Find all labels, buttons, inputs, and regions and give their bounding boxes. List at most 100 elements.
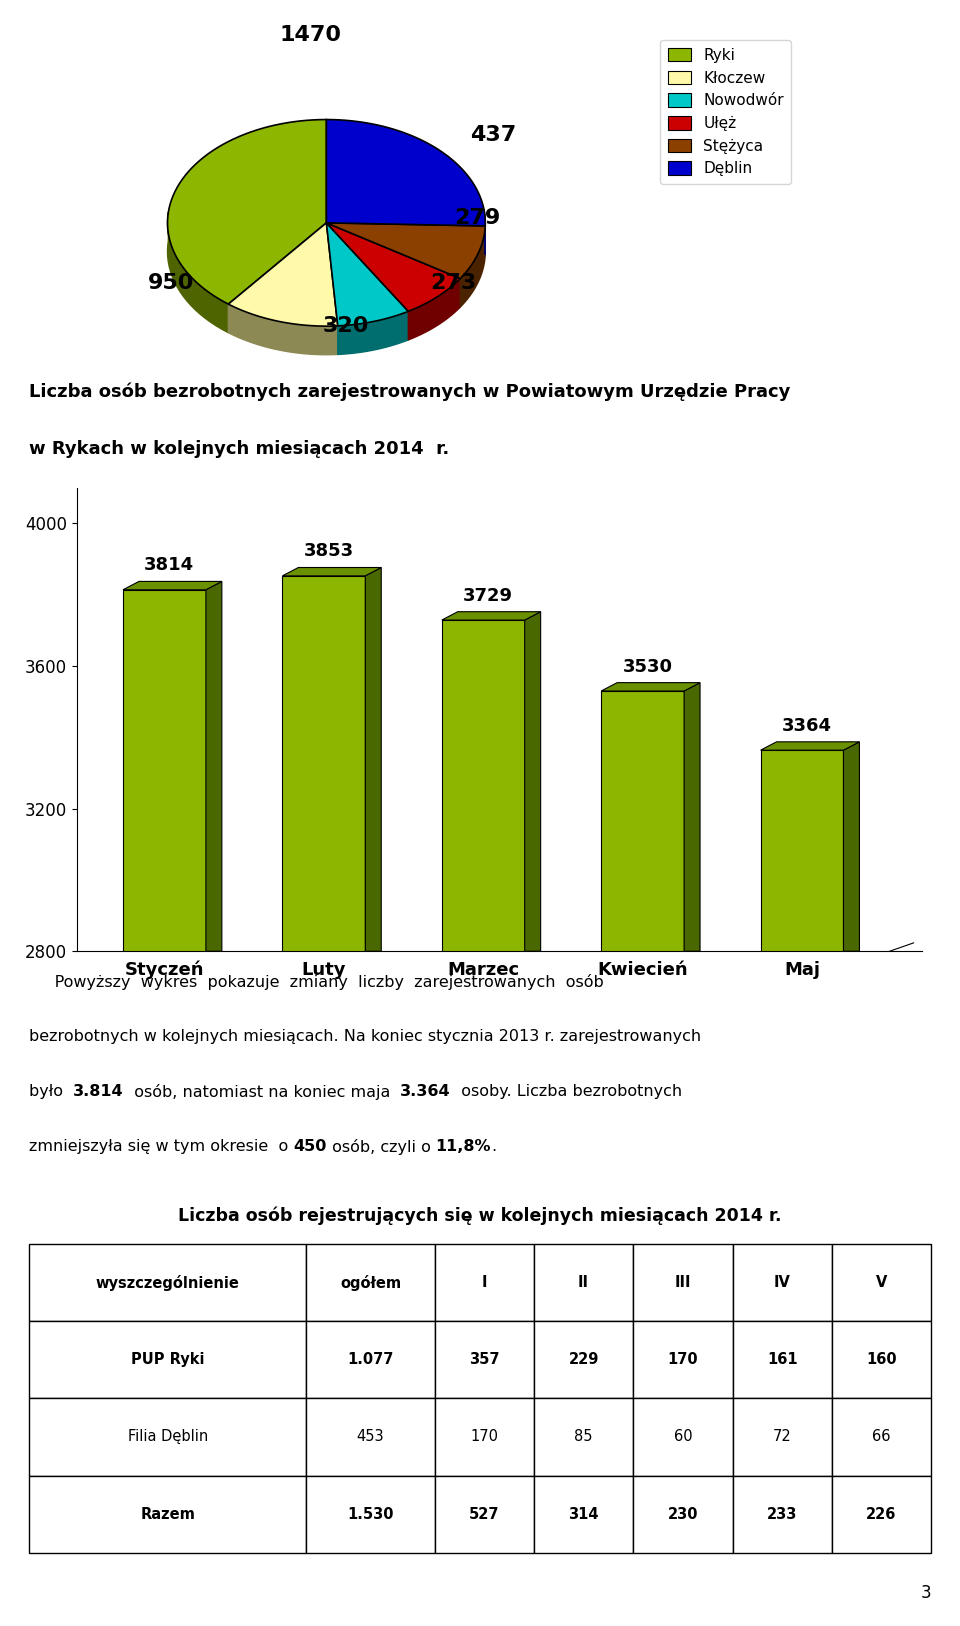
Text: II: II xyxy=(578,1275,589,1289)
Polygon shape xyxy=(326,223,485,278)
Text: I: I xyxy=(482,1275,487,1289)
Polygon shape xyxy=(366,567,381,951)
Text: 279: 279 xyxy=(454,208,500,228)
Polygon shape xyxy=(408,278,460,340)
Bar xyxy=(832,1244,931,1320)
Bar xyxy=(634,1476,732,1553)
Text: 170: 170 xyxy=(470,1429,498,1444)
Text: 3853: 3853 xyxy=(303,543,353,561)
Bar xyxy=(832,1320,931,1398)
Polygon shape xyxy=(167,211,228,333)
Text: 3: 3 xyxy=(921,1584,931,1602)
Bar xyxy=(306,1244,435,1320)
Text: 229: 229 xyxy=(568,1353,599,1367)
Text: 320: 320 xyxy=(323,315,369,337)
Polygon shape xyxy=(228,223,338,327)
Text: ogółem: ogółem xyxy=(340,1275,401,1291)
Text: Filia Dęblin: Filia Dęblin xyxy=(128,1429,207,1444)
Text: Liczba osób bezrobotnych zarejestrowanych w Powiatowym Urzędzie Pracy: Liczba osób bezrobotnych zarejestrowanyc… xyxy=(29,382,790,400)
Polygon shape xyxy=(460,226,485,307)
Text: zmniejszyła się w tym okresie  o: zmniejszyła się w tym okresie o xyxy=(29,1138,293,1154)
Bar xyxy=(732,1476,832,1553)
Bar xyxy=(306,1476,435,1553)
Bar xyxy=(534,1244,634,1320)
Bar xyxy=(601,691,684,951)
Polygon shape xyxy=(338,311,408,354)
Polygon shape xyxy=(844,741,859,951)
Text: 950: 950 xyxy=(148,273,194,293)
Bar xyxy=(534,1398,634,1476)
Text: 60: 60 xyxy=(674,1429,692,1444)
Bar xyxy=(29,1244,306,1320)
Polygon shape xyxy=(228,304,338,354)
Text: .: . xyxy=(492,1138,496,1154)
Text: było: było xyxy=(29,1085,73,1099)
Text: 3530: 3530 xyxy=(622,657,672,675)
Text: 273: 273 xyxy=(430,273,477,293)
Text: 230: 230 xyxy=(667,1507,698,1522)
Text: III: III xyxy=(675,1275,691,1289)
Text: 3.814: 3.814 xyxy=(73,1085,124,1099)
Bar xyxy=(760,750,844,951)
Bar xyxy=(123,590,205,951)
Bar xyxy=(634,1398,732,1476)
Polygon shape xyxy=(525,611,540,951)
Text: 72: 72 xyxy=(773,1429,792,1444)
Polygon shape xyxy=(601,683,700,691)
Text: osób, czyli o: osób, czyli o xyxy=(326,1138,436,1154)
Text: 11,8%: 11,8% xyxy=(436,1138,492,1154)
Bar xyxy=(534,1476,634,1553)
Polygon shape xyxy=(484,210,486,255)
Polygon shape xyxy=(282,567,381,576)
Bar xyxy=(634,1320,732,1398)
Text: 233: 233 xyxy=(767,1507,798,1522)
Text: 1.077: 1.077 xyxy=(348,1353,394,1367)
Text: 160: 160 xyxy=(866,1353,897,1367)
Text: Liczba osób rejestrujących się w kolejnych miesiącach 2014 r.: Liczba osób rejestrujących się w kolejny… xyxy=(179,1206,781,1224)
Text: 450: 450 xyxy=(293,1138,326,1154)
Text: 357: 357 xyxy=(469,1353,499,1367)
Bar xyxy=(435,1244,534,1320)
Text: 170: 170 xyxy=(667,1353,698,1367)
Bar xyxy=(29,1320,306,1398)
Text: 3.364: 3.364 xyxy=(400,1085,451,1099)
Bar xyxy=(435,1320,534,1398)
Bar xyxy=(534,1320,634,1398)
Text: 3364: 3364 xyxy=(781,717,831,735)
Text: 226: 226 xyxy=(866,1507,897,1522)
Bar xyxy=(634,1244,732,1320)
Polygon shape xyxy=(684,683,700,951)
Polygon shape xyxy=(167,120,326,304)
Bar xyxy=(282,576,366,951)
Polygon shape xyxy=(326,223,460,311)
Bar xyxy=(442,620,525,951)
Text: 437: 437 xyxy=(470,125,516,145)
Bar xyxy=(832,1398,931,1476)
Text: osób, natomiast na koniec maja: osób, natomiast na koniec maja xyxy=(124,1085,400,1099)
Bar xyxy=(29,1476,306,1553)
Bar xyxy=(732,1244,832,1320)
Text: 1.530: 1.530 xyxy=(348,1507,394,1522)
Polygon shape xyxy=(326,223,408,325)
Text: 1470: 1470 xyxy=(279,26,342,46)
Polygon shape xyxy=(205,582,222,951)
Text: 3814: 3814 xyxy=(144,556,194,574)
Text: 85: 85 xyxy=(574,1429,593,1444)
Bar xyxy=(732,1398,832,1476)
Text: 314: 314 xyxy=(568,1507,599,1522)
Polygon shape xyxy=(442,611,540,620)
Bar xyxy=(435,1398,534,1476)
Bar xyxy=(435,1476,534,1553)
Legend: Ryki, Kłoczew, Nowodwór, Ułęż, Stężyca, Dęblin: Ryki, Kłoczew, Nowodwór, Ułęż, Stężyca, … xyxy=(660,41,791,184)
Polygon shape xyxy=(123,582,222,590)
Text: wyszczególnienie: wyszczególnienie xyxy=(96,1275,240,1291)
Text: osoby. Liczba bezrobotnych: osoby. Liczba bezrobotnych xyxy=(451,1085,682,1099)
Text: bezrobotnych w kolejnych miesiącach. Na koniec stycznia 2013 r. zarejestrowanych: bezrobotnych w kolejnych miesiącach. Na … xyxy=(29,1029,701,1044)
Text: 66: 66 xyxy=(873,1429,891,1444)
Text: 161: 161 xyxy=(767,1353,798,1367)
Text: w Rykach w kolejnych miesiącach 2014  r.: w Rykach w kolejnych miesiącach 2014 r. xyxy=(29,441,449,459)
Bar xyxy=(732,1320,832,1398)
Polygon shape xyxy=(760,741,859,750)
Bar xyxy=(29,1398,306,1476)
Text: V: V xyxy=(876,1275,887,1289)
